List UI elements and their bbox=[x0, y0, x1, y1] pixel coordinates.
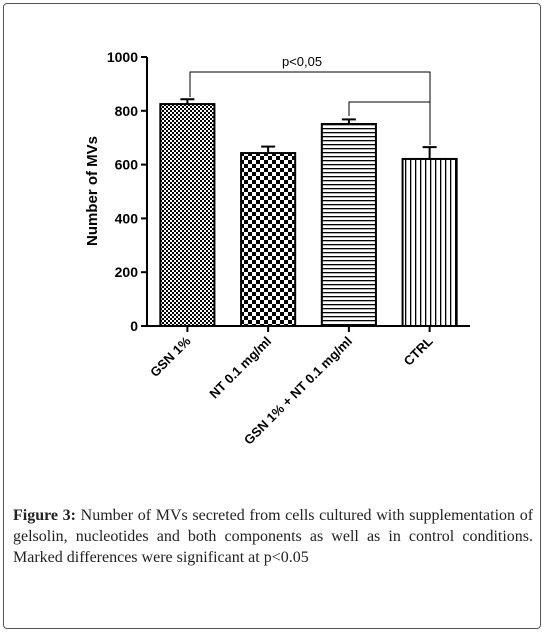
y-tick-label: 200 bbox=[115, 264, 139, 280]
caption: Figure 3: Number of MVs secreted from ce… bbox=[13, 505, 533, 568]
x-tick-label: NT 0.1 mg/ml bbox=[206, 334, 274, 402]
bar bbox=[159, 103, 216, 327]
y-tick-label: 800 bbox=[115, 103, 139, 119]
chart: Number of MVs p<0,05 0 200 400 600 800 1000 GS… bbox=[84, 49, 470, 448]
y-axis-label: Number of MVs bbox=[84, 136, 101, 246]
bar bbox=[401, 157, 458, 327]
y-tick-label: 0 bbox=[130, 318, 138, 334]
annotation: p<0,05 bbox=[282, 54, 322, 69]
significance-bracket bbox=[348, 101, 430, 116]
caption-label: Figure 3: bbox=[13, 507, 77, 524]
y-tick-label: 600 bbox=[115, 157, 139, 173]
x-tick-label: CTRL bbox=[401, 333, 436, 368]
y-tick-label: 400 bbox=[115, 210, 139, 226]
caption-text: Number of MVs secreted from cells cultur… bbox=[13, 507, 534, 566]
bar bbox=[320, 122, 377, 327]
significance-bracket bbox=[189, 71, 431, 145]
bar bbox=[240, 152, 297, 327]
x-tick-label: GSN 1% bbox=[147, 333, 194, 380]
y-tick-label: 1000 bbox=[107, 49, 138, 65]
figure-frame bbox=[3, 3, 541, 629]
